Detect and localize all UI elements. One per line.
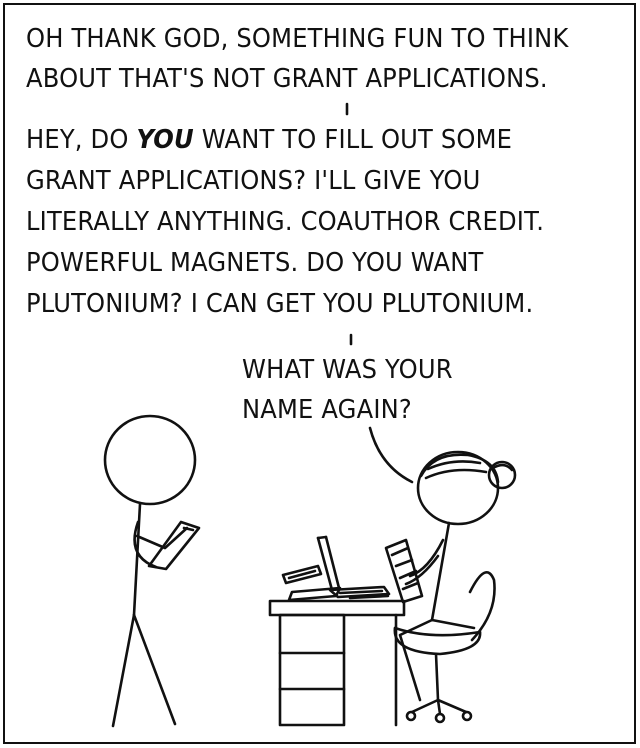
speech-text-part: WANT TO FILL OUT SOME GRANT APPLICATIONS… [26,125,545,319]
papers-icon [384,538,424,604]
chair-icon [393,571,496,724]
speech-line-offscreen-middle: HEY, DO YOU WANT TO FILL OUT SOME GRANT … [26,120,593,325]
papers-icon [281,564,390,602]
stick-figure-woman-icon [398,450,517,702]
speech-tail-icon [368,426,414,484]
panel-border [3,3,636,744]
laptop-icon [316,535,391,599]
stick-figure-man-icon [103,414,197,728]
phone-icon [147,520,201,571]
speech-line-woman: WHAT WAS YOUR NAME AGAIN? [242,355,453,425]
speech-text-part: HEY, DO [26,125,137,155]
speech-emphasis: YOU [136,125,194,155]
speech-line-offscreen-top: OH THANK GOD, SOMETHING FUN TO THINK ABO… [26,24,569,94]
desk-icon [268,599,406,727]
